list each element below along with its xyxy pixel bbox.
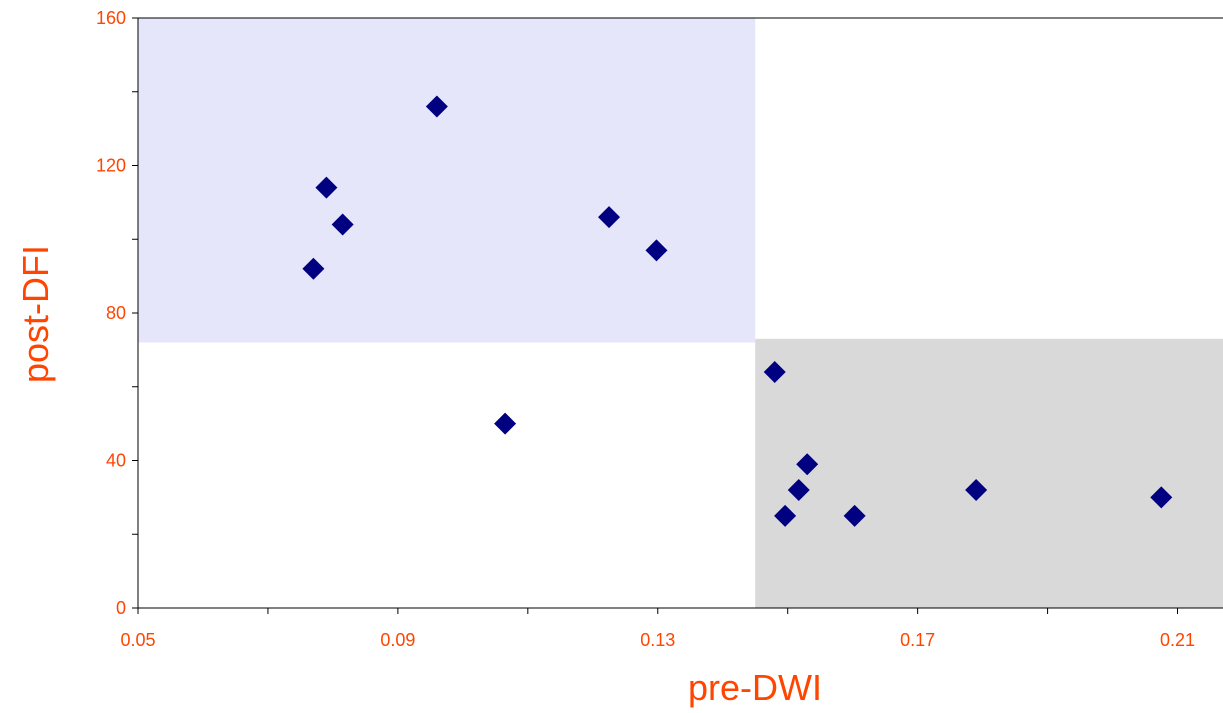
data-point: [796, 453, 819, 476]
data-point: [965, 479, 988, 501]
data-point: [787, 479, 810, 501]
y-tick-label: 0: [116, 598, 126, 618]
x-tick-label: 0.09: [380, 630, 415, 650]
data-point: [302, 257, 325, 280]
data-point: [1150, 486, 1173, 509]
x-tick-label: 0.21: [1160, 630, 1195, 650]
x-axis-title: pre-DWI: [688, 667, 822, 708]
shaded-region-2: [755, 338, 1223, 608]
data-points: [302, 95, 1173, 527]
data-point: [494, 412, 517, 435]
y-tick-label: 120: [96, 156, 126, 176]
data-point: [425, 95, 448, 118]
y-tick-label: 160: [96, 8, 126, 28]
y-axis: 0 40 80 120 160: [96, 8, 138, 618]
data-point: [774, 504, 797, 527]
y-axis-title: post-DFI: [15, 245, 56, 383]
y-tick-label: 40: [106, 451, 126, 471]
data-point: [598, 206, 621, 229]
shaded-region-1: [138, 18, 756, 343]
y-tick-label: 80: [106, 303, 126, 323]
data-point: [315, 176, 338, 199]
data-point: [763, 361, 786, 383]
shaded-regions: [138, 18, 1223, 608]
x-tick-label: 0.17: [900, 630, 935, 650]
x-axis: 0.05 0.09 0.13 0.17 0.21: [120, 608, 1195, 650]
data-point: [843, 504, 866, 527]
x-tick-label: 0.13: [640, 630, 675, 650]
data-point: [331, 213, 354, 236]
x-tick-label: 0.05: [120, 630, 155, 650]
data-point: [645, 239, 668, 262]
